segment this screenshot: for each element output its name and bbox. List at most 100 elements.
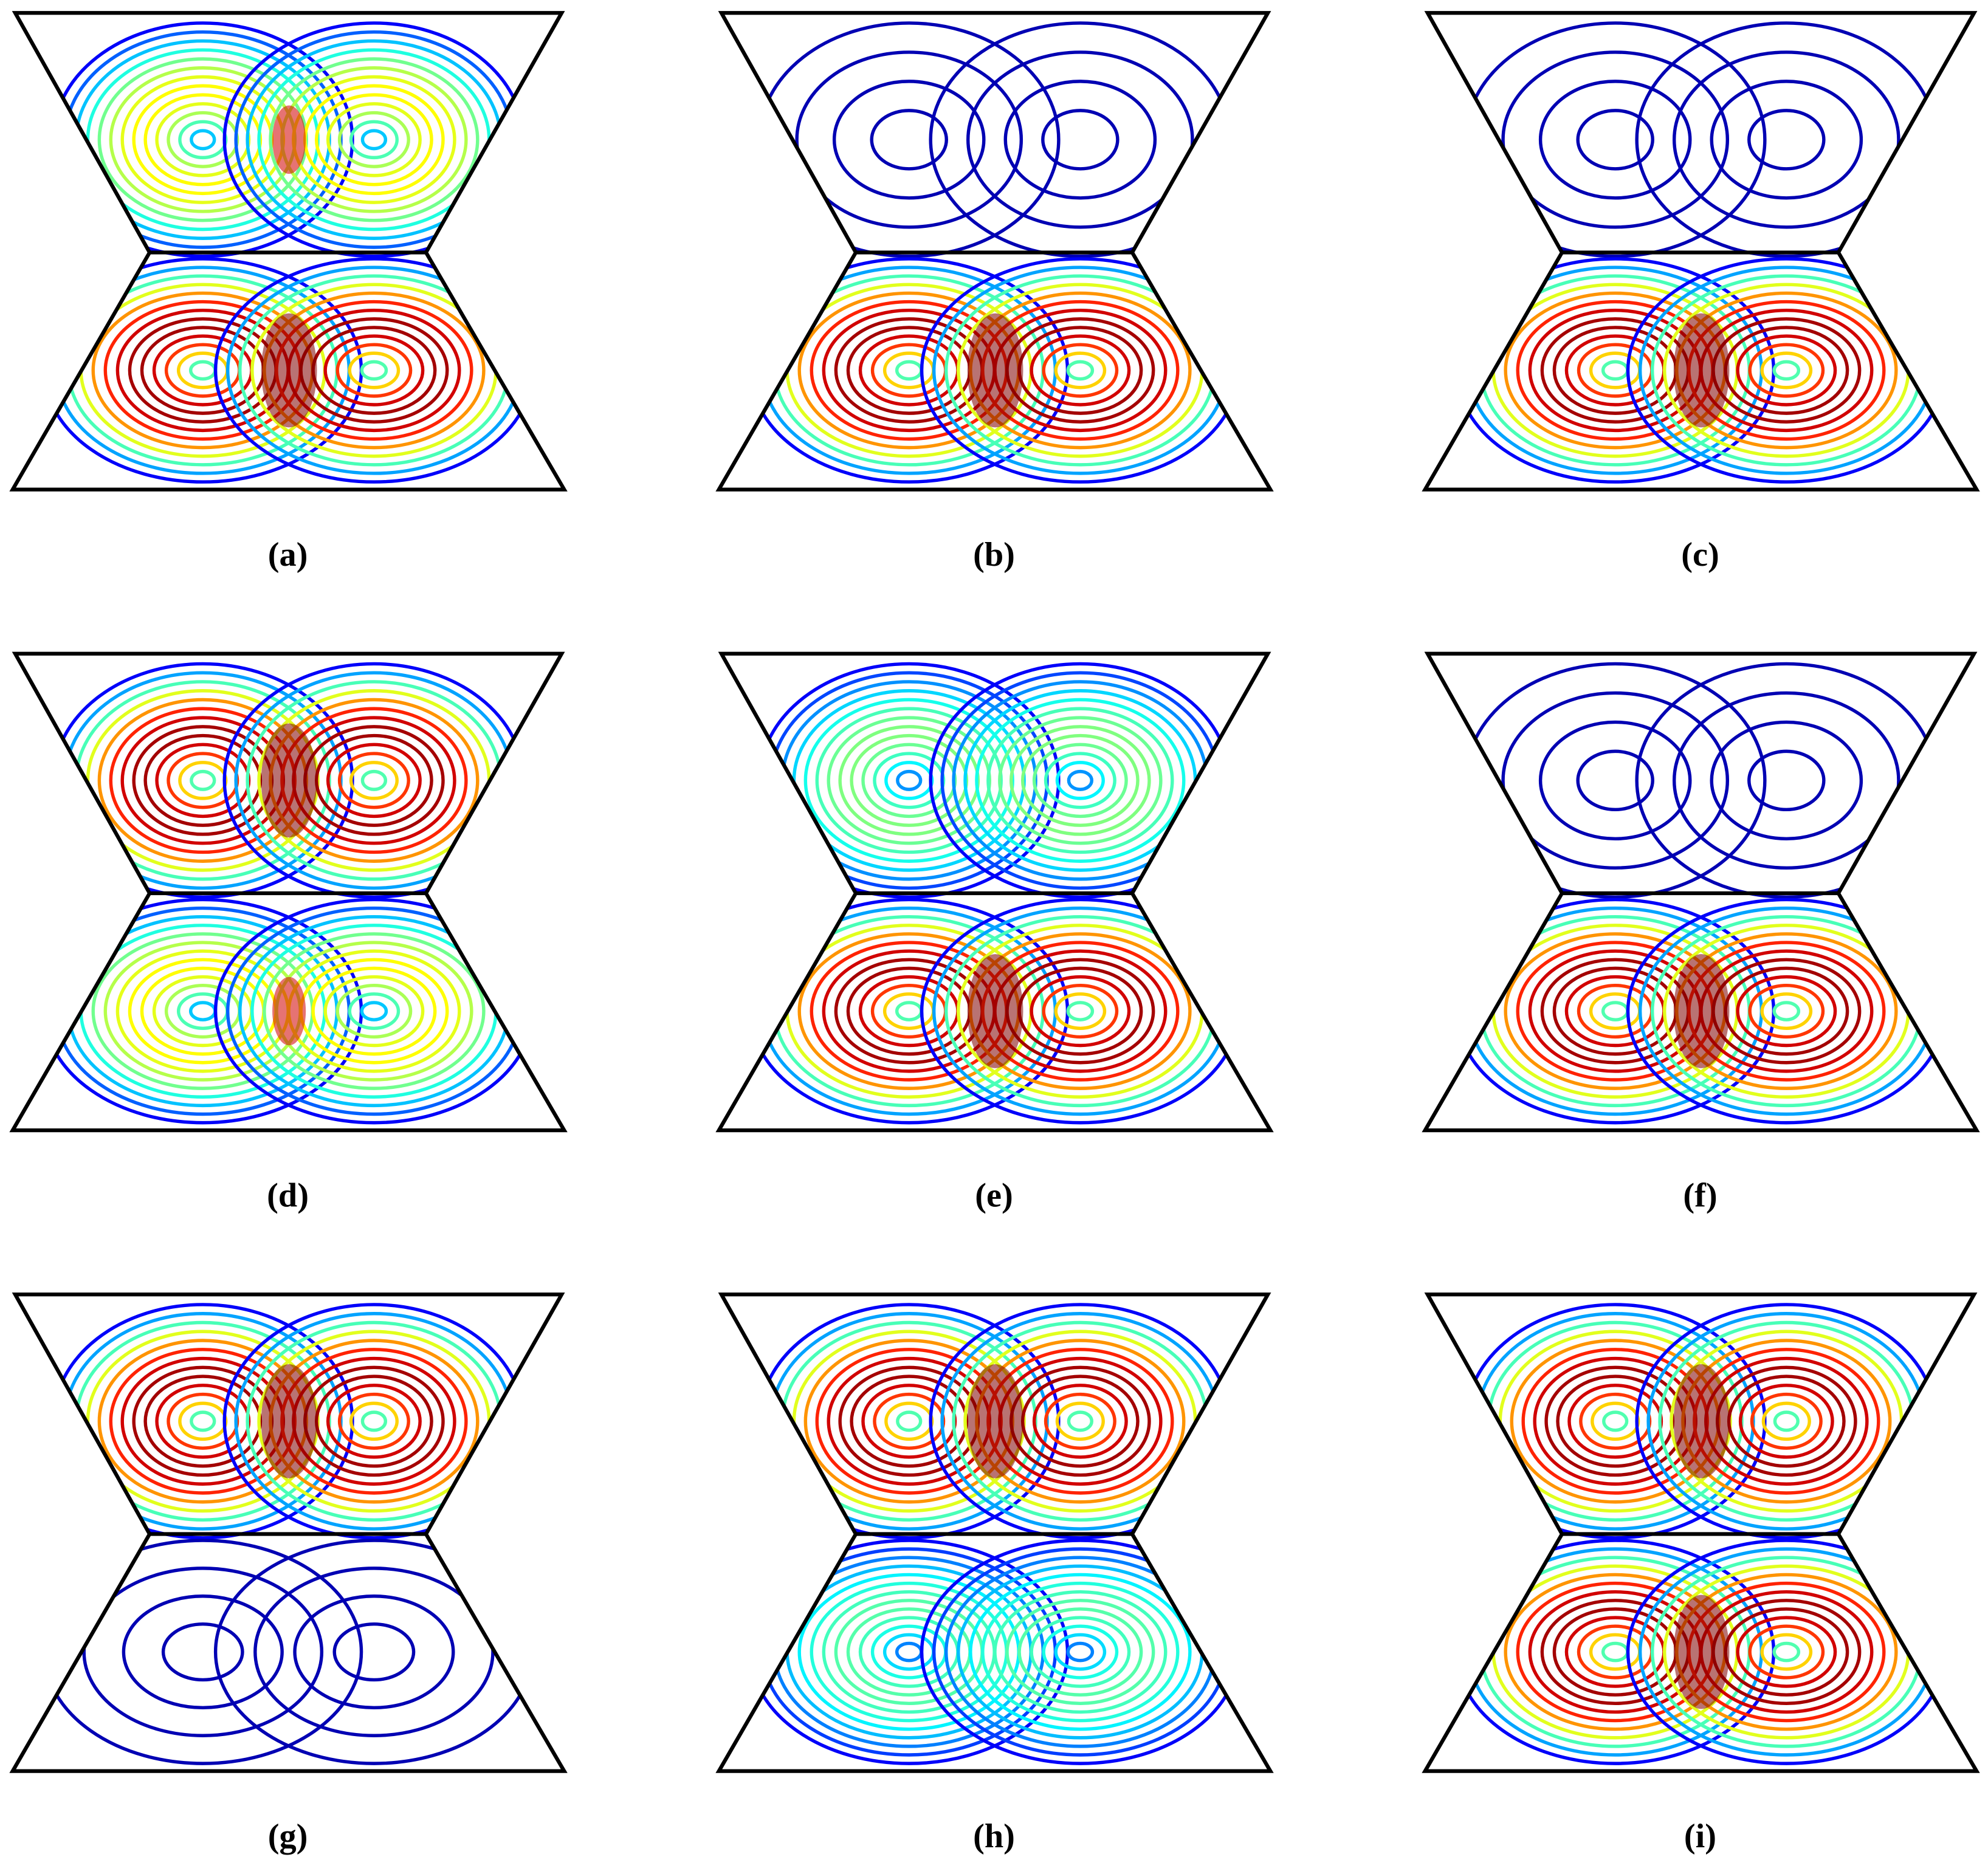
streamline — [834, 317, 984, 424]
streamline — [299, 958, 449, 1065]
streamline — [1067, 769, 1094, 791]
streamline — [1738, 1384, 1834, 1459]
streamline — [1032, 743, 1128, 819]
panel-label: (e) — [975, 1177, 1013, 1215]
streamline — [303, 725, 445, 836]
panel-label: (h) — [973, 1817, 1015, 1855]
hot-core — [967, 1364, 1023, 1478]
streamline — [1017, 966, 1143, 1056]
streamline — [348, 351, 401, 390]
hot-core — [261, 1364, 317, 1478]
panel: (f) — [1422, 651, 1980, 1215]
streamline — [1540, 958, 1690, 1065]
streamline — [815, 707, 1003, 854]
streamline — [269, 57, 480, 222]
streamline — [1067, 1410, 1094, 1432]
panel-label: (b) — [973, 536, 1015, 574]
streamline — [1005, 958, 1155, 1065]
streamline — [1540, 1599, 1690, 1705]
streamline — [858, 1616, 960, 1688]
streamline — [882, 351, 935, 390]
streamline — [337, 111, 410, 168]
streamline — [360, 1410, 388, 1432]
streamline — [1602, 1410, 1629, 1432]
streamline — [253, 1567, 495, 1737]
streamline — [1009, 725, 1151, 836]
streamline — [349, 761, 399, 800]
streamline — [360, 360, 388, 381]
streamline — [293, 1594, 455, 1710]
streamline — [803, 698, 1014, 863]
streamline — [1761, 1401, 1811, 1441]
streamline — [311, 326, 437, 415]
panel: (a) — [9, 11, 568, 574]
streamline — [1538, 720, 1692, 841]
streamline — [1748, 343, 1825, 398]
streamline — [1054, 1633, 1107, 1671]
streamline — [1564, 1616, 1666, 1688]
streamline — [1601, 1001, 1629, 1021]
streamline — [1589, 351, 1642, 390]
streamline — [1748, 983, 1825, 1039]
streamline — [981, 1581, 1180, 1723]
streamline — [1736, 334, 1837, 407]
panel-label: (c) — [1681, 536, 1719, 574]
streamline — [189, 1001, 217, 1021]
streamline — [986, 707, 1174, 854]
streamline — [1711, 958, 1862, 1065]
hot-core — [261, 313, 317, 428]
streamline — [1463, 21, 1767, 258]
panel-label: (i) — [1684, 1817, 1716, 1855]
streamline — [834, 958, 984, 1065]
hot-core — [261, 723, 317, 838]
streamline — [1003, 80, 1157, 200]
streamline — [1540, 317, 1690, 424]
streamline — [1501, 691, 1730, 870]
streamline — [1054, 992, 1107, 1030]
streamline — [1538, 80, 1692, 200]
streamline — [225, 906, 522, 1116]
streamline — [940, 671, 1220, 890]
streamline — [280, 66, 468, 213]
streamline — [337, 1392, 410, 1450]
streamline — [838, 725, 980, 836]
streamline — [1564, 975, 1666, 1048]
streamline — [998, 716, 1163, 845]
hot-core — [1673, 954, 1730, 1068]
streamline — [1747, 109, 1826, 171]
streamline — [1576, 749, 1654, 812]
streamline — [1020, 733, 1140, 827]
streamline — [1017, 1607, 1143, 1697]
panel: (c) — [1422, 11, 1980, 574]
panel: (d) — [9, 651, 568, 1215]
streamline — [769, 671, 1049, 890]
streamline — [1672, 50, 1900, 229]
panel-label: (f) — [1683, 1177, 1717, 1215]
streamline — [1711, 1599, 1862, 1705]
streamline — [1005, 317, 1155, 424]
streamline — [1748, 1624, 1825, 1680]
streamline — [975, 698, 1186, 863]
streamline — [1672, 691, 1900, 870]
streamline — [337, 752, 410, 809]
streamline — [1066, 1001, 1095, 1021]
streamline — [1710, 80, 1863, 200]
streamline — [190, 1410, 216, 1432]
streamline — [832, 80, 986, 200]
panel: (i) — [1422, 1292, 1980, 1855]
streamline — [178, 120, 228, 160]
streamline — [190, 769, 216, 791]
streamline — [1772, 1641, 1801, 1663]
streamline — [1544, 1365, 1687, 1477]
streamline — [1055, 1401, 1105, 1441]
streamline — [1760, 351, 1813, 390]
streamline — [1030, 1616, 1131, 1688]
streamline — [128, 317, 278, 424]
streamline — [326, 102, 422, 177]
streamline — [1501, 50, 1730, 229]
streamline — [1773, 1410, 1800, 1432]
streamline — [299, 317, 449, 424]
streamline — [1724, 326, 1849, 415]
streamline — [348, 992, 401, 1030]
